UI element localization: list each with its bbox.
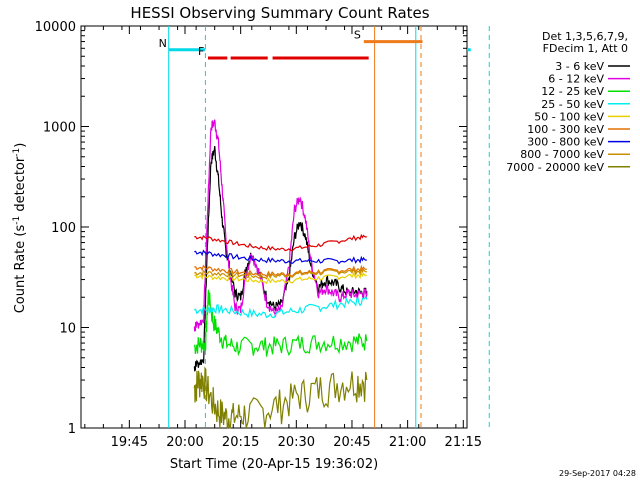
series-line bbox=[194, 295, 368, 319]
legend-entry-label: 300 - 800 keV bbox=[527, 136, 604, 149]
flag-F-label: F bbox=[198, 45, 204, 58]
legend-header-2: FDecim 1, Att 0 bbox=[543, 42, 628, 55]
x-axis-label: Start Time (20-Apr-15 19:36:02) bbox=[170, 457, 378, 472]
legend-entry-label: 50 - 100 keV bbox=[534, 110, 604, 123]
x-tick-label: 21:00 bbox=[389, 435, 426, 450]
y-tick-label: 10 bbox=[59, 322, 76, 337]
plot-frame bbox=[80, 25, 468, 429]
y-axis-label-sup2: -1 bbox=[12, 148, 22, 157]
vertical-markers bbox=[168, 26, 490, 428]
series-line bbox=[194, 249, 367, 265]
footer-timestamp: 29-Sep-2017 04:28 bbox=[559, 469, 636, 478]
y-axis-label-end: ) bbox=[13, 143, 28, 148]
y-axis-ticks: 1 10 100 1000 10000 bbox=[35, 20, 467, 437]
series-line-red-band bbox=[194, 233, 367, 252]
x-tick-label: 20:30 bbox=[278, 435, 315, 450]
plot-area: NFS 19:45 20:00 20:15 20:30 20:45 21:00 21:15 … bbox=[35, 20, 490, 450]
y-tick-label: 1000 bbox=[43, 121, 76, 136]
x-tick-label: 20:45 bbox=[333, 435, 370, 450]
legend-entry-label: 12 - 25 keV bbox=[541, 85, 604, 98]
series-line bbox=[194, 267, 367, 280]
x-tick-label: 19:45 bbox=[111, 435, 148, 450]
legend-entry-label: 6 - 12 keV bbox=[548, 73, 604, 86]
y-axis-label: Count Rate (s-1 detector-1) bbox=[12, 143, 28, 314]
flag-S-label: S bbox=[354, 29, 361, 42]
y-axis-label-main: Count Rate (s bbox=[13, 225, 28, 314]
x-tick-label: 20:15 bbox=[222, 435, 259, 450]
y-tick-label: 1 bbox=[68, 422, 76, 437]
x-tick-label: 20:00 bbox=[166, 435, 203, 450]
x-axis-ticks: 19:45 20:00 20:15 20:30 20:45 21:00 21:15 bbox=[84, 26, 482, 450]
flag-N-label: N bbox=[159, 37, 167, 50]
y-axis-label-mid: detector bbox=[13, 156, 28, 216]
legend-entry-label: 7000 - 20000 keV bbox=[506, 161, 604, 174]
flag-bars: N F S bbox=[159, 29, 471, 60]
series-line bbox=[194, 264, 367, 278]
y-axis-label-sup1: -1 bbox=[12, 216, 22, 225]
legend-entry-label: 3 - 6 keV bbox=[555, 60, 604, 73]
legend-entry-label: 800 - 7000 keV bbox=[520, 148, 604, 161]
legend-entry-label: 25 - 50 keV bbox=[541, 98, 604, 111]
y-tick-label: 10000 bbox=[35, 20, 76, 35]
x-tick-label: 21:15 bbox=[445, 435, 482, 450]
series-line bbox=[193, 289, 368, 357]
y-tick-label: 100 bbox=[51, 221, 76, 236]
series-line bbox=[193, 366, 368, 430]
series-line bbox=[194, 270, 367, 285]
legend-header-1: Det 1,3,5,6,7,9, bbox=[542, 30, 628, 43]
series-line bbox=[193, 119, 368, 332]
chart-title: HESSI Observing Summary Count Rates bbox=[130, 4, 429, 22]
series-lines bbox=[193, 119, 368, 430]
legend: Det 1,3,5,6,7,9, FDecim 1, Att 0 3 - 6 k… bbox=[506, 30, 630, 174]
legend-entry-label: 100 - 300 keV bbox=[527, 123, 604, 136]
